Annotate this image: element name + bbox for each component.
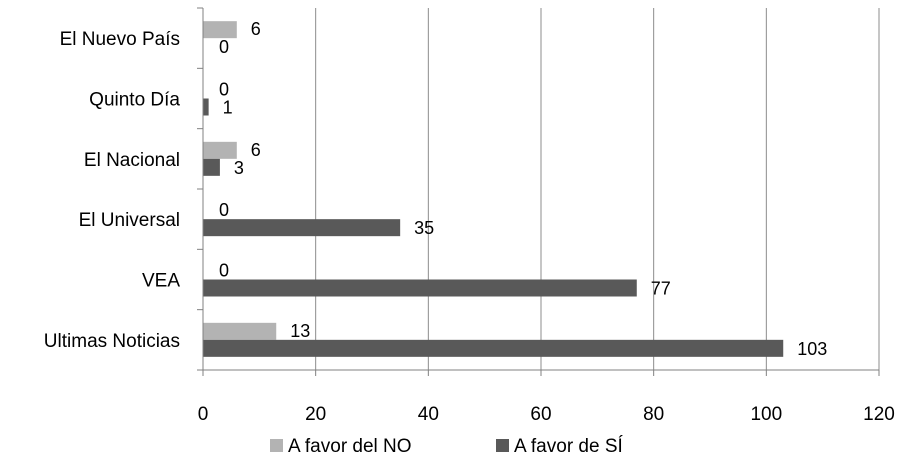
- legend: A favor del NO A favor de SÍ: [270, 436, 624, 457]
- category-label-quinto-dia: Quinto Día: [89, 90, 180, 111]
- category-label-vea: VEA: [142, 271, 180, 292]
- category-label-el-nacional: El Nacional: [84, 150, 180, 171]
- data-label-a-favor-del-no-el-nacional: 6: [251, 140, 261, 160]
- bar-a-favor-de-si-vea: [203, 279, 637, 297]
- x-tick-label-80: 80: [643, 404, 664, 425]
- legend-label-a-favor-de-si: A favor de SÍ: [514, 436, 624, 457]
- bar-a-favor-de-si-ultimas-noticias: [203, 339, 784, 357]
- data-label-a-favor-del-no-ultimas-noticias: 13: [290, 321, 310, 341]
- bar-a-favor-de-si-el-nacional: [203, 158, 220, 176]
- bar-a-favor-de-si-quinto-dia: [203, 98, 209, 116]
- x-tick-label-100: 100: [750, 404, 782, 425]
- data-label-a-favor-de-si-ultimas-noticias: 103: [797, 339, 827, 359]
- bar-a-favor-del-no-el-nacional: [203, 141, 237, 159]
- x-tick-label-20: 20: [305, 404, 326, 425]
- legend-label-a-favor-del-no: A favor del NO: [288, 436, 412, 457]
- x-tick-label-0: 0: [198, 404, 209, 425]
- category-label-el-universal: El Universal: [79, 210, 180, 231]
- x-tick-label-60: 60: [530, 404, 551, 425]
- bar-a-favor-de-si-el-universal: [203, 219, 401, 237]
- bar-a-favor-del-no-ultimas-noticias: [203, 322, 277, 340]
- data-label-a-favor-de-si-el-nuevo-pais: 0: [219, 37, 229, 57]
- legend-swatch-a-favor-de-si: [496, 439, 509, 452]
- data-label-a-favor-del-no-vea: 0: [219, 261, 229, 281]
- gridlines: [315, 8, 880, 370]
- axes: [197, 7, 880, 376]
- category-label-el-nuevo-pais: El Nuevo País: [60, 29, 180, 50]
- data-label-a-favor-del-no-quinto-dia: 0: [219, 80, 229, 100]
- x-tick-label-120: 120: [863, 404, 895, 425]
- category-label-ultimas-noticias: Ultimas Noticias: [44, 331, 180, 352]
- data-label-a-favor-de-si-quinto-dia: 1: [223, 98, 233, 118]
- bars: [203, 21, 784, 357]
- x-tick-label-40: 40: [418, 404, 439, 425]
- x-tick-labels: 0 20 40 60 80 100 120: [198, 404, 895, 425]
- legend-swatch-a-favor-del-no: [270, 439, 283, 452]
- data-label-a-favor-del-no-el-nuevo-pais: 6: [251, 19, 261, 39]
- data-label-a-favor-de-si-vea: 77: [651, 279, 671, 299]
- data-label-a-favor-de-si-el-nacional: 3: [234, 158, 244, 178]
- data-label-a-favor-del-no-el-universal: 0: [219, 200, 229, 220]
- data-label-a-favor-de-si-el-universal: 35: [414, 218, 434, 238]
- category-labels: El Nuevo País Quinto Día El Nacional El Uni…: [44, 29, 181, 352]
- bar-a-favor-del-no-el-nuevo-pais: [203, 21, 237, 39]
